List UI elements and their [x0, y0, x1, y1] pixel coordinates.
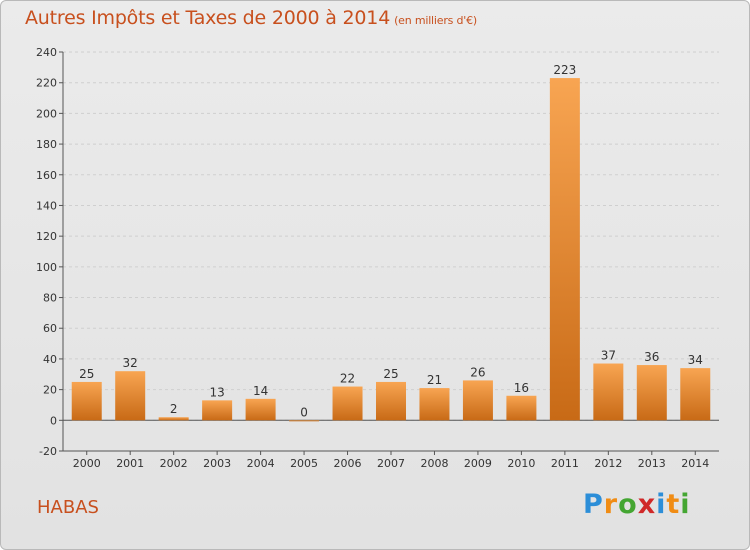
data-label-2004: 14	[253, 384, 268, 398]
logo-letter: i	[656, 489, 667, 520]
y-tick-label: 220	[36, 77, 57, 90]
data-labels: 25 32 2 13 14 0 22 25 21 26 16 223 37 36 34	[79, 63, 703, 419]
chart-title-text: Autres Impôts et Taxes de 2000 à 2014	[25, 7, 391, 29]
y-tick-label: 200	[36, 107, 57, 120]
y-tick-label: 80	[43, 292, 57, 305]
bar-2011	[549, 78, 580, 421]
x-tick-label-2007: 2007	[377, 457, 405, 470]
bar-2012	[593, 363, 624, 421]
logo-letter: x	[637, 489, 657, 520]
bar-2004	[245, 398, 276, 421]
data-label-2003: 13	[209, 385, 224, 399]
y-tick-label: 160	[36, 169, 57, 182]
y-tick-label: 180	[36, 138, 57, 151]
data-label-2009: 26	[470, 365, 485, 379]
data-label-2012: 37	[601, 349, 616, 363]
bar-2006	[332, 386, 363, 421]
y-tick-label: -20	[39, 445, 57, 458]
logo-letter: P	[583, 489, 604, 520]
proxiti-logo: Proxiti	[583, 489, 691, 520]
x-tick-label-2013: 2013	[638, 457, 666, 470]
y-tick-label: 120	[36, 230, 57, 243]
data-label-2011: 223	[553, 63, 576, 77]
x-tick-label-2014: 2014	[681, 457, 709, 470]
data-label-2001: 32	[123, 356, 138, 370]
bar-2001	[115, 371, 146, 421]
x-tick-label-2008: 2008	[420, 457, 448, 470]
chart-title: Autres Impôts et Taxes de 2000 à 2014 (en…	[25, 7, 477, 29]
x-tick-label-2004: 2004	[247, 457, 275, 470]
bars	[71, 78, 711, 422]
axes: -200204060801001201401601802002202402000…	[36, 46, 719, 470]
logo-letter: t	[666, 489, 681, 520]
location-label: HABAS	[37, 497, 99, 518]
bar-2013	[636, 365, 667, 421]
data-label-2005: 0	[300, 405, 308, 419]
logo-letter: r	[603, 489, 619, 520]
data-label-2000: 25	[79, 367, 94, 381]
y-tick-label: 60	[43, 322, 57, 335]
chart-subtitle: (en milliers d'€)	[394, 14, 477, 27]
x-tick-label-2001: 2001	[116, 457, 144, 470]
data-label-2010: 16	[514, 381, 529, 395]
y-tick-label: 20	[43, 384, 57, 397]
y-tick-label: 240	[36, 46, 57, 59]
bar-2005	[289, 420, 320, 422]
bar-2014	[680, 368, 711, 421]
y-tick-label: 40	[43, 353, 57, 366]
bar-2002	[158, 417, 189, 421]
data-label-2008: 21	[427, 373, 442, 387]
data-label-2007: 25	[383, 367, 398, 381]
bar-2010	[506, 395, 537, 421]
x-tick-label-2003: 2003	[203, 457, 231, 470]
x-tick-label-2010: 2010	[507, 457, 535, 470]
x-tick-label-2000: 2000	[73, 457, 101, 470]
bar-2009	[462, 380, 493, 421]
bar-2007	[376, 381, 406, 421]
data-label-2013: 36	[644, 350, 659, 364]
x-tick-label-2005: 2005	[290, 457, 318, 470]
bar-2003	[202, 400, 233, 421]
data-label-2002: 2	[170, 402, 178, 416]
y-tick-label: 100	[36, 261, 57, 274]
data-label-2014: 34	[688, 353, 703, 367]
bar-2008	[419, 388, 450, 421]
x-tick-label-2012: 2012	[594, 457, 622, 470]
logo-letter: o	[618, 489, 638, 520]
logo-letter: i	[680, 489, 691, 520]
x-tick-label-2002: 2002	[160, 457, 188, 470]
bar-2000	[71, 381, 102, 421]
data-label-2006: 22	[340, 372, 355, 386]
x-tick-label-2009: 2009	[464, 457, 492, 470]
y-tick-label: 140	[36, 199, 57, 212]
y-tick-label: 0	[50, 414, 57, 427]
x-tick-label-2006: 2006	[334, 457, 362, 470]
x-tick-label-2011: 2011	[551, 457, 579, 470]
